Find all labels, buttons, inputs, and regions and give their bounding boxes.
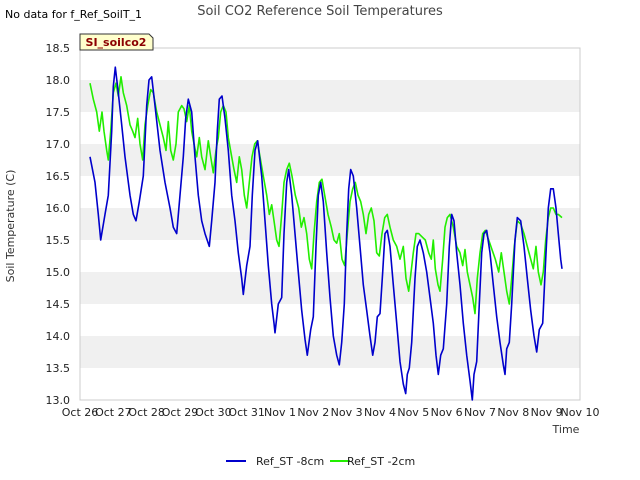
y-tick-label: 14.0	[46, 330, 71, 343]
plot-frame	[79, 47, 581, 401]
legend: Ref_ST -8cm Ref_ST -2cm	[226, 455, 415, 468]
x-tick-label: Oct 26	[62, 406, 99, 419]
y-axis-label: Soil Temperature (C)	[4, 170, 17, 283]
site-tag-box	[79, 33, 154, 51]
y-tick-label: 16.5	[46, 170, 71, 183]
series-line-ref-st-2cm	[89, 76, 563, 315]
y-tick-label: 17.0	[46, 138, 71, 151]
x-tick-label: Nov 6	[431, 406, 463, 419]
y-tick-label: 17.5	[46, 106, 71, 119]
chart-title: Soil CO2 Reference Soil Temperatures	[197, 4, 443, 19]
no-data-notice: No data for f_Ref_SoilT_1	[5, 8, 142, 21]
y-tick-label: 18.0	[46, 74, 71, 87]
x-tick-label: Nov 3	[331, 406, 363, 419]
x-tick-label: Oct 28	[128, 406, 165, 419]
series-lines	[89, 66, 563, 401]
y-tick-label: 13.0	[46, 394, 71, 407]
grid-band	[80, 80, 580, 112]
grid-band	[80, 144, 580, 176]
legend-label-2cm: Ref_ST -2cm	[347, 455, 415, 468]
series-line-ref-st-8cm	[89, 66, 563, 401]
y-tick-label: 14.5	[46, 298, 71, 311]
x-tick-label: Nov 5	[397, 406, 429, 419]
site-tag: SI_soilco2	[79, 33, 154, 51]
x-tick-label: Nov 10	[561, 406, 600, 419]
x-tick-label: Nov 1	[264, 406, 296, 419]
x-tick-label: Oct 27	[95, 406, 132, 419]
legend-label-8cm: Ref_ST -8cm	[256, 455, 324, 468]
x-tick-label: Oct 31	[228, 406, 265, 419]
x-tick-label: Nov 2	[297, 406, 329, 419]
y-tick-label: 13.5	[46, 362, 71, 375]
x-tick-label: Nov 9	[531, 406, 563, 419]
x-tick-label: Nov 4	[364, 406, 396, 419]
x-tick-label: Oct 30	[195, 406, 232, 419]
x-tick-label: Nov 7	[464, 406, 496, 419]
x-axis-label: Time	[552, 423, 580, 436]
y-tick-label: 16.0	[46, 202, 71, 215]
y-tick-labels: 13.0 13.5 14.0 14.5 15.0 15.5 16.0 16.5 17.0 17.5…	[46, 42, 71, 407]
y-tick-label: 15.5	[46, 234, 71, 247]
grid-band	[80, 336, 580, 368]
site-tag-label: SI_soilco2	[86, 36, 147, 49]
y-tick-label: 15.0	[46, 266, 71, 279]
x-tick-label: Oct 29	[162, 406, 199, 419]
y-tick-label: 18.5	[46, 42, 71, 55]
x-tick-label: Nov 8	[497, 406, 529, 419]
